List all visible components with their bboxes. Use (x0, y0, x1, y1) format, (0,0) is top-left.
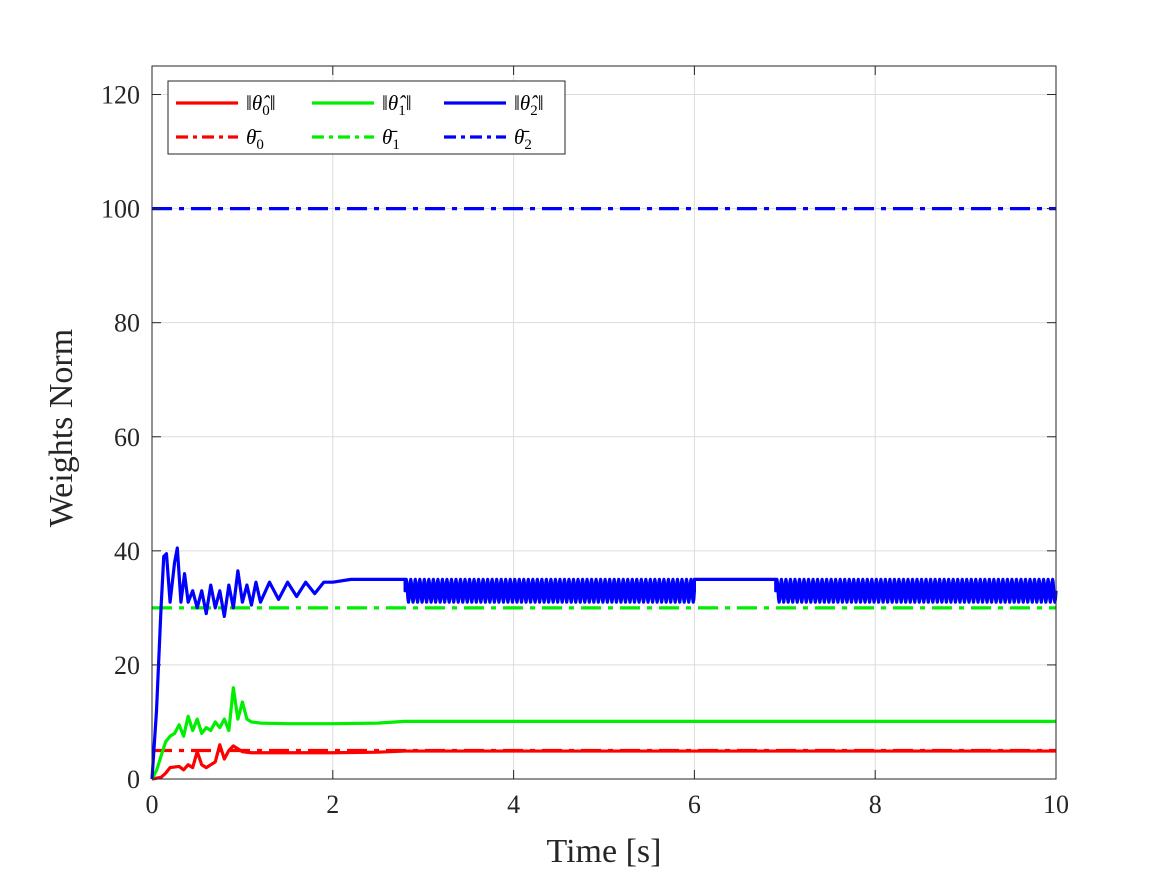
legend: ‖θ̂0‖ ‖θ̂1‖ ‖θ̂2‖θ̄0 θ̄1 θ̄2 (167, 80, 566, 155)
grid-lines (152, 66, 1056, 779)
legend-label-subscript: 0 (256, 137, 264, 153)
legend-box (167, 80, 566, 155)
x-tick-label: 2 (326, 790, 339, 819)
legend-label-tail: ‖ (406, 91, 412, 115)
y-tick-label: 120 (101, 81, 140, 110)
x-tick-label: 8 (869, 790, 882, 819)
legend-label-tail: ‖ (270, 91, 276, 115)
legend-label-tail: ‖ (538, 91, 544, 115)
legend-label-subscript: 0 (262, 103, 270, 119)
x-tick-label: 10 (1043, 790, 1069, 819)
tick-marks (151, 66, 1057, 780)
legend-label-2: ‖θ̂2‖ (514, 91, 544, 119)
y-axis-label: Weights Norm (43, 329, 80, 527)
series-line-0 (151, 743, 1056, 781)
x-axis-label: Time [s] (547, 833, 662, 870)
series-line-1 (150, 686, 1056, 780)
y-tick-label: 0 (127, 765, 140, 794)
legend-label-subscript: 2 (530, 103, 538, 119)
y-tick-label: 20 (114, 651, 140, 680)
legend-label-0: ‖θ̂0‖ (246, 91, 276, 119)
plot-area (152, 66, 1056, 779)
legend-label-subscript: 2 (524, 137, 532, 153)
y-tick-label: 100 (101, 195, 140, 224)
legend-label-subscript: 1 (398, 103, 406, 119)
x-tick-label: 6 (688, 790, 701, 819)
series-layer (150, 207, 1058, 781)
plot-frame (151, 65, 1057, 780)
y-tick-label: 60 (114, 423, 140, 452)
y-tick-label: 80 (114, 309, 140, 338)
legend-label-subscript: 1 (392, 137, 400, 153)
x-tick-label: 4 (507, 790, 520, 819)
y-tick-label: 40 (114, 537, 140, 566)
x-tick-label: 0 (146, 790, 159, 819)
series-line-2 (150, 546, 1058, 780)
legend-label-1: ‖θ̂1‖ (382, 91, 412, 119)
